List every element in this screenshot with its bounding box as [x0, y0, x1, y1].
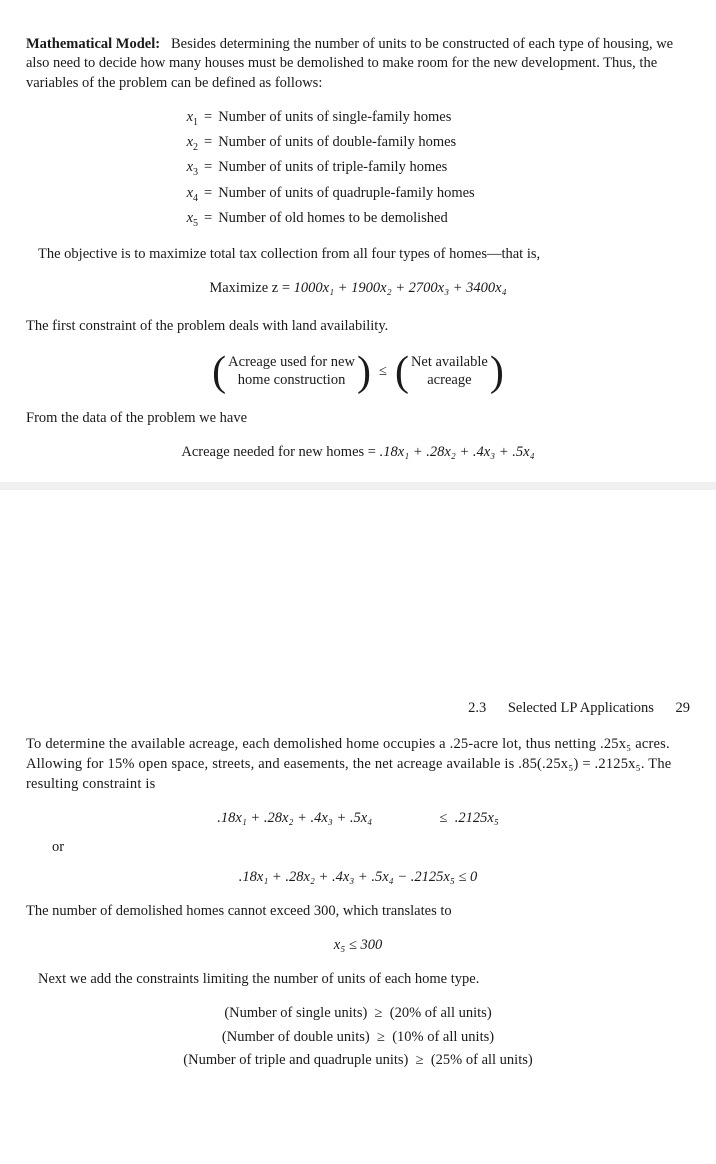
page-number: 29 — [676, 700, 691, 716]
objective-text: The objective is to maximize total tax c… — [38, 245, 690, 265]
inequality-1: .18x₁ + .28x₂ + .4x₃ + .5x₄ ≤ .2125x₅ — [26, 809, 690, 829]
var-row: x5 = Number of old homes to be demolishe… — [176, 209, 690, 230]
acreage-equation: Acreage needed for new homes = .18x₁ + .… — [26, 443, 690, 463]
page-2: To determine the available acreage, each… — [0, 735, 716, 1084]
section-number: 2.3 — [468, 700, 486, 716]
unit-constraints: (Number of single units) ≥ (20% of all u… — [26, 1004, 690, 1071]
right-paren-open-icon: ( — [395, 351, 409, 393]
left-paren-open-icon: ( — [212, 351, 226, 393]
from-data-text: From the data of the problem we have — [26, 409, 690, 429]
inequality-2: .18x₁ + .28x₂ + .4x₃ + .5x₄ − .2125x₅ ≤ … — [26, 868, 690, 888]
var-row: x2 = Number of units of double-family ho… — [176, 133, 690, 154]
page-1: Mathematical Model: Besides determining … — [0, 0, 716, 482]
page-gap — [0, 482, 716, 640]
or-text: or — [52, 838, 690, 858]
left-paren-close-icon: ) — [357, 351, 371, 393]
model-intro: Mathematical Model: Besides determining … — [26, 35, 690, 94]
le-symbol: ≤ — [379, 362, 387, 382]
var-row: x4 = Number of units of quadruple-family… — [176, 184, 690, 205]
acreage-para: To determine the available acreage, each… — [26, 735, 690, 794]
unit-constraint-row: (Number of single units) ≥ (20% of all u… — [26, 1004, 690, 1024]
page-header: 2.3 Selected LP Applications 29 — [0, 700, 690, 717]
next-constraints-text: Next we add the constraints limiting the… — [38, 970, 690, 990]
objective-equation: Maximize z = 1000x₁ + 1900x₂ + 2700x₃ + … — [26, 279, 690, 299]
section-title: Selected LP Applications — [508, 700, 654, 716]
demolish-text: The number of demolished homes cannot ex… — [26, 902, 690, 922]
demolish-equation: x₅ ≤ 300 — [26, 936, 690, 956]
var-row: x1 = Number of units of single-family ho… — [176, 108, 690, 129]
heading: Mathematical Model: — [26, 36, 160, 52]
acreage-inequality: ( Acreage used for new home construction… — [26, 351, 690, 393]
constraint-intro: The first constraint of the problem deal… — [26, 317, 690, 337]
var-row: x3 = Number of units of triple-family ho… — [176, 158, 690, 179]
variable-definitions: x1 = Number of units of single-family ho… — [176, 108, 690, 231]
unit-constraint-row: (Number of double units) ≥ (10% of all u… — [26, 1028, 690, 1048]
right-paren-close-icon: ) — [490, 351, 504, 393]
unit-constraint-row: (Number of triple and quadruple units) ≥… — [26, 1051, 690, 1071]
